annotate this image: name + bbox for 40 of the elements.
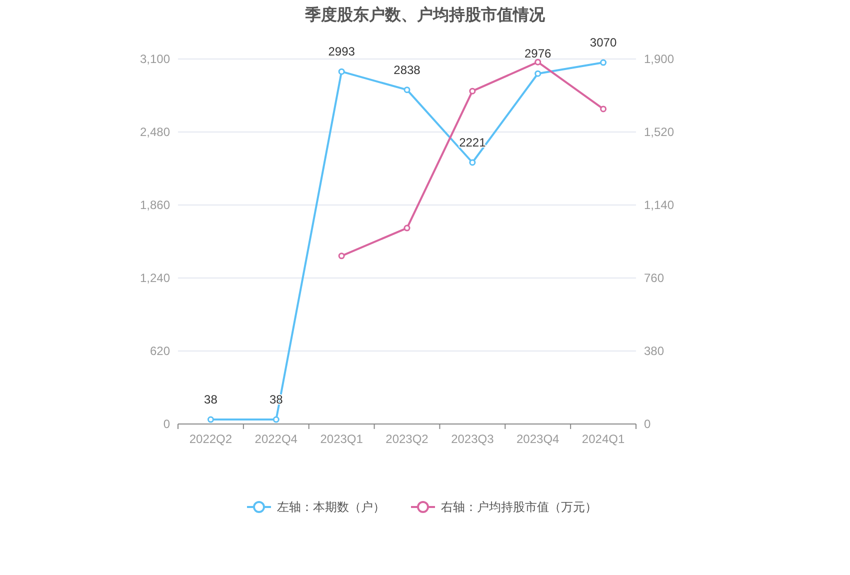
data-label: 2976 — [524, 46, 552, 61]
y-tick-label: 1,860 — [140, 198, 170, 212]
y-tick-label: 620 — [150, 344, 170, 358]
legend-label: 左轴：本期数（户） — [277, 500, 385, 514]
y2-tick-label: 1,520 — [644, 125, 674, 139]
y-tick-label: 0 — [163, 417, 170, 431]
point — [404, 86, 410, 94]
y-tick-label: 3,100 — [140, 52, 170, 66]
chart-title: 季度股东户数、户均持股市值情况 — [304, 5, 546, 24]
x-tick-label: 2023Q2 — [386, 432, 429, 446]
y-tick-label: 1,240 — [140, 271, 170, 285]
x-tick-label: 2022Q4 — [254, 432, 298, 446]
data-label: 3070 — [590, 36, 617, 50]
y2-tick-label: 1,140 — [644, 198, 674, 212]
x-tick-label: 2023Q1 — [320, 432, 364, 446]
data-label: 2838 — [394, 62, 421, 77]
point — [600, 59, 607, 66]
point — [207, 416, 214, 423]
data-label: 38 — [204, 392, 218, 407]
point — [272, 416, 280, 423]
point — [338, 68, 345, 75]
y2-tick-label: 1,900 — [644, 52, 674, 66]
data-label: 2993 — [328, 44, 356, 59]
point — [469, 159, 476, 166]
point — [600, 106, 607, 112]
point — [534, 70, 542, 77]
point — [534, 58, 542, 66]
y-tick-label: 2,480 — [140, 125, 170, 139]
x-tick-label: 2023Q3 — [451, 432, 494, 446]
point — [404, 224, 410, 232]
data-label: 2221 — [459, 135, 486, 150]
y2-tick-label: 760 — [644, 271, 664, 285]
point — [469, 88, 476, 94]
y2-tick-label: 0 — [644, 417, 651, 431]
x-tick-label: 2023Q4 — [516, 432, 560, 446]
x-tick-label: 2024Q1 — [582, 432, 625, 446]
legend-label: 右轴：户均持股市值（万元） — [441, 500, 597, 514]
point — [338, 252, 345, 260]
x-tick-label: 2022Q2 — [189, 432, 232, 446]
y2-tick-label: 380 — [644, 344, 664, 358]
